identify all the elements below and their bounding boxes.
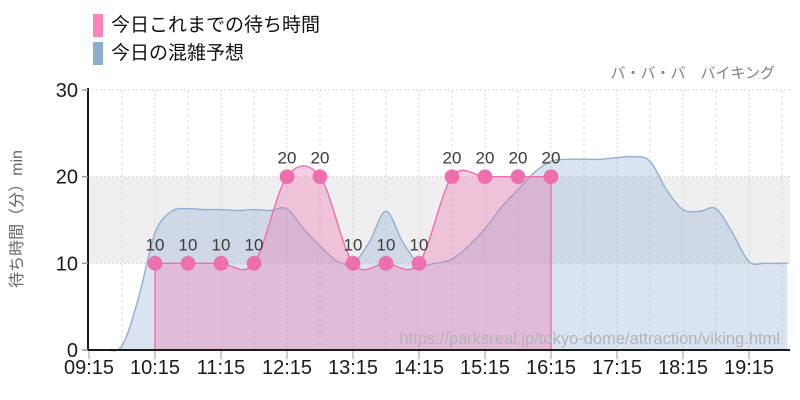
legend-item-forecast[interactable]: 今日の混雑予想: [93, 39, 320, 67]
x-tick-label-10:15: 10:15: [130, 357, 180, 379]
data-point-13:15[interactable]: [345, 255, 361, 271]
y-tick-label-30: 30: [56, 80, 78, 102]
band-10-20: [88, 176, 790, 264]
point-label-10:45: 10: [179, 235, 198, 254]
y-tick-label-0: 0: [67, 340, 78, 362]
legend-item-today-wait[interactable]: 今日これまでの待ち時間: [93, 11, 320, 39]
legend-label-forecast: 今日の混雑予想: [111, 42, 245, 64]
x-tick-label-15:15: 15:15: [460, 357, 510, 379]
x-tick-label-16:15: 16:15: [526, 357, 576, 379]
data-point-14:15[interactable]: [411, 255, 427, 271]
data-point-12:45[interactable]: [312, 169, 328, 185]
point-label-14:45: 20: [443, 149, 462, 168]
forecast-area: [89, 156, 788, 351]
data-point-12:15[interactable]: [279, 169, 295, 185]
point-label-16:15: 20: [542, 149, 561, 168]
forecast-line: [88, 155, 788, 352]
x-tick-label-17:15: 17:15: [592, 357, 642, 379]
point-label-10:15: 10: [146, 235, 165, 254]
y-tick-label-10: 10: [56, 253, 78, 275]
x-tick-label-18:15: 18:15: [658, 357, 708, 379]
chart-legend: 今日これまでの待ち時間 今日の混雑予想: [93, 11, 320, 67]
data-point-11:45[interactable]: [246, 255, 262, 271]
legend-label-today-wait: 今日これまでの待ち時間: [111, 14, 321, 36]
data-point-14:45[interactable]: [444, 169, 460, 185]
watermark-url: https://parksreal.jp/tokyo-dome/attracti…: [399, 330, 780, 348]
data-point-13:45[interactable]: [378, 255, 394, 271]
point-label-11:45: 10: [245, 235, 264, 254]
data-point-10:15[interactable]: [147, 255, 163, 271]
data-point-10:45[interactable]: [180, 255, 196, 271]
x-tick-label-12:15: 12:15: [262, 357, 312, 379]
data-point-16:15[interactable]: [543, 169, 559, 185]
point-label-15:15: 20: [476, 149, 495, 168]
data-point-15:15[interactable]: [477, 169, 493, 185]
y-tick-label-20: 20: [56, 167, 78, 189]
x-tick-label-19:15: 19:15: [724, 357, 774, 379]
point-label-13:15: 10: [344, 235, 363, 254]
x-tick-label-14:15: 14:15: [394, 357, 444, 379]
data-point-15:45[interactable]: [510, 169, 526, 185]
x-tick-label-09:15: 09:15: [64, 357, 114, 379]
legend-swatch-blue-icon: [93, 41, 103, 65]
point-label-13:45: 10: [377, 235, 396, 254]
x-tick-label-13:15: 13:15: [328, 357, 378, 379]
point-label-12:45: 20: [311, 149, 330, 168]
point-label-15:45: 20: [509, 149, 528, 168]
point-label-14:15: 10: [410, 235, 429, 254]
attraction-title: バ・バ・バ バイキング: [610, 65, 775, 82]
data-point-11:15[interactable]: [213, 255, 229, 271]
point-label-11:15: 10: [212, 235, 231, 254]
x-tick-label-11:15: 11:15: [197, 357, 246, 379]
legend-swatch-pink-icon: [93, 13, 103, 37]
y-axis-title: 待ち時間（分）min: [8, 150, 26, 288]
point-label-12:15: 20: [278, 149, 297, 168]
